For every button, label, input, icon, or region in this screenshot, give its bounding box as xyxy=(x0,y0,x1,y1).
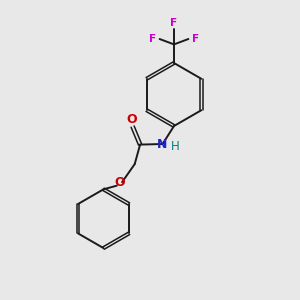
Text: O: O xyxy=(127,113,137,126)
Text: F: F xyxy=(149,34,156,44)
Text: F: F xyxy=(192,34,199,44)
Text: O: O xyxy=(114,176,125,189)
Text: N: N xyxy=(157,137,167,151)
Text: F: F xyxy=(170,18,178,28)
Text: H: H xyxy=(171,140,180,153)
